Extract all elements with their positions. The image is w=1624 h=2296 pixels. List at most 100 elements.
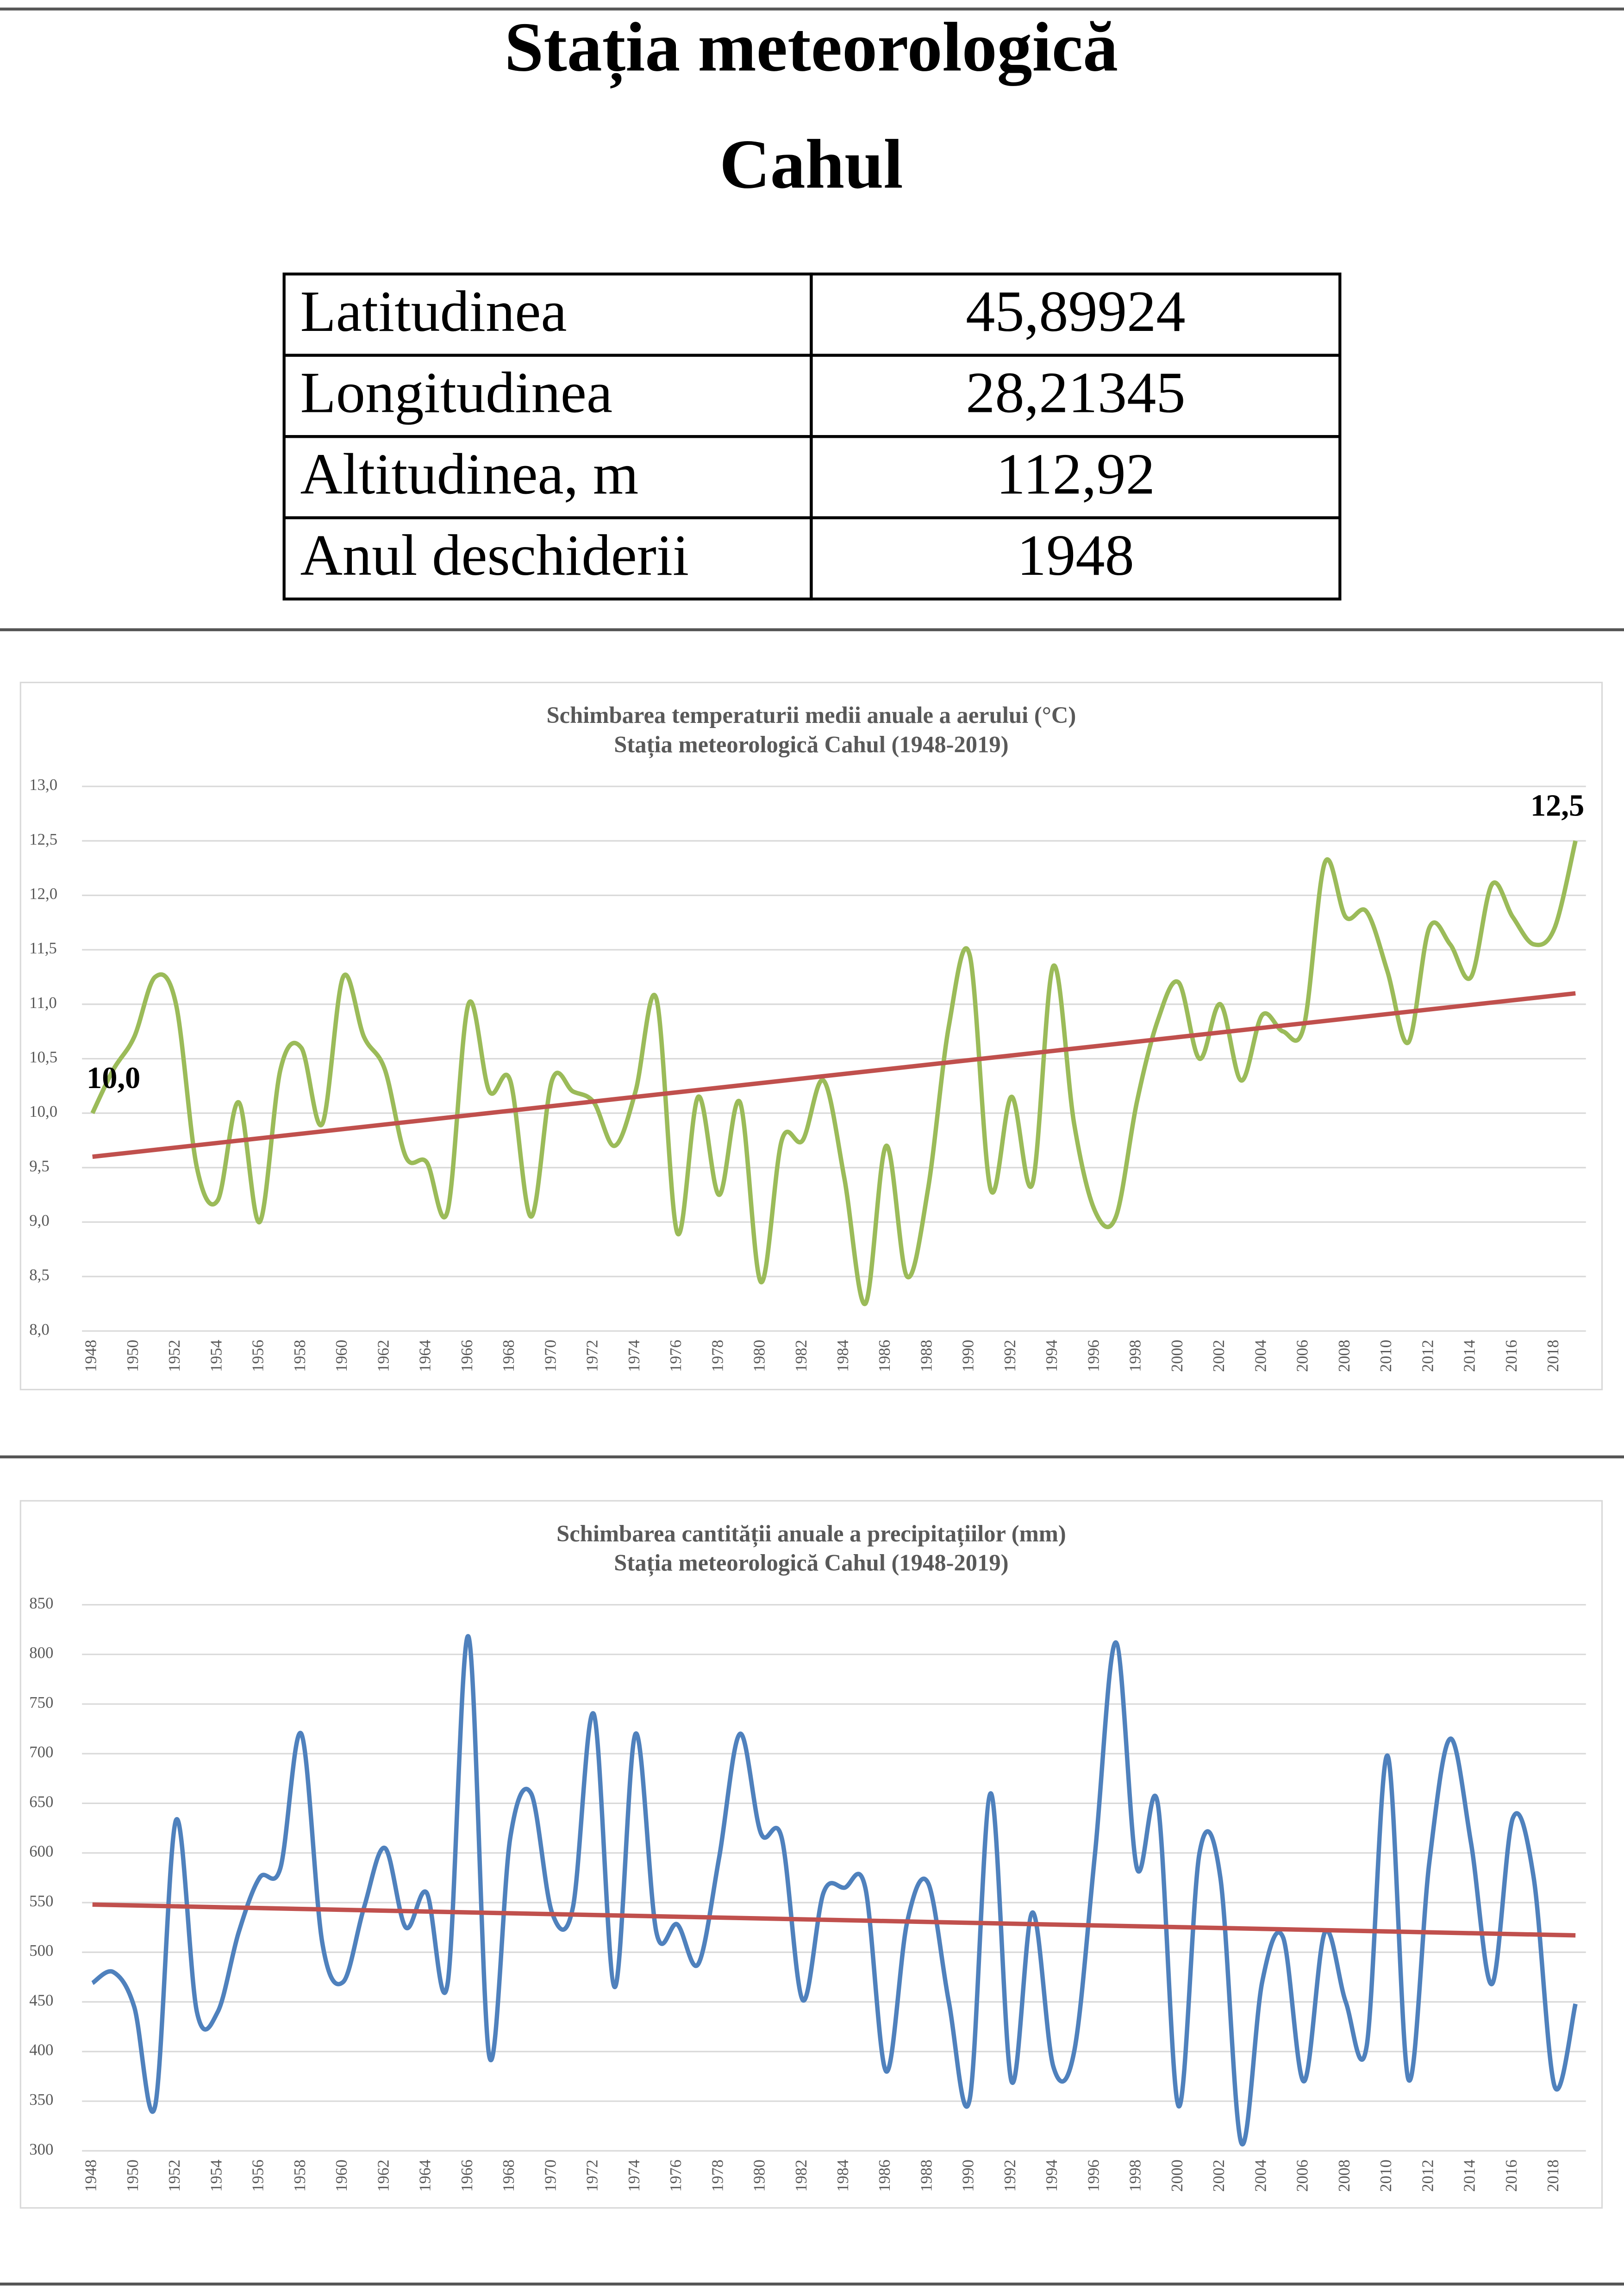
x-tick-label: 1956 [249, 1340, 267, 1372]
x-tick-label: 2002 [1210, 1340, 1228, 1372]
x-tick-label: 1982 [792, 1340, 810, 1372]
x-tick-label: 1990 [959, 2159, 977, 2192]
x-tick-label: 1974 [625, 2159, 643, 2192]
info-table: Latitudinea 45,89924 Longitudinea 28,21345 A… [282, 272, 1342, 601]
x-tick-label: 1986 [875, 1340, 893, 1372]
x-tick-label: 2014 [1461, 1340, 1479, 1372]
chart-subtitle: Stația meteorologică Cahul (1948-2019) [614, 731, 1008, 759]
x-tick-label: 1952 [165, 2159, 183, 2192]
x-tick-label: 1980 [750, 2159, 768, 2192]
x-tick-label: 2004 [1251, 1340, 1269, 1372]
x-tick-label: 1988 [917, 2159, 935, 2192]
x-tick-label: 2016 [1502, 2159, 1520, 2192]
y-tick-label: 650 [29, 1792, 53, 1811]
x-tick-label: 1994 [1043, 2159, 1061, 2192]
row-label: Longitudinea [300, 361, 612, 425]
y-tick-label: 500 [29, 1941, 53, 1960]
row-label: Altitudinea, m [300, 442, 638, 506]
x-tick-label: 2008 [1335, 2159, 1353, 2192]
data-line [91, 1634, 1578, 2147]
x-tick-label: 1968 [500, 2159, 518, 2192]
x-tick-label: 2018 [1544, 1340, 1562, 1372]
row-value: 45,89924 [966, 279, 1185, 344]
x-tick-label: 1984 [834, 2159, 852, 2192]
x-tick-label: 1992 [1001, 2159, 1019, 2192]
y-tick-label: 700 [29, 1743, 53, 1761]
x-tick-label: 2000 [1168, 2159, 1186, 2192]
data-line [90, 840, 1578, 1306]
x-tick-label: 1958 [291, 2159, 309, 2192]
row-value: 112,92 [996, 442, 1155, 506]
x-tick-label: 1996 [1084, 2159, 1102, 2192]
x-tick-label: 1970 [541, 2159, 559, 2192]
x-tick-label: 1968 [500, 1340, 518, 1372]
value-label: 10,0 [87, 1061, 140, 1095]
x-tick-label: 1980 [750, 1340, 768, 1372]
x-tick-label: 1950 [124, 2159, 142, 2192]
x-tick-label: 1972 [583, 2159, 601, 2192]
station-name: Cahul [719, 125, 903, 203]
y-tick-label: 13,0 [29, 776, 57, 794]
x-tick-label: 2010 [1377, 1340, 1395, 1372]
chart-title: Schimbarea temperaturii medii anuale a a… [546, 702, 1076, 728]
x-tick-label: 1974 [625, 1340, 643, 1372]
x-tick-label: 1972 [583, 1340, 601, 1372]
x-tick-label: 1998 [1126, 2159, 1144, 2192]
table-cell [810, 516, 1342, 601]
x-tick-label: 1990 [959, 1340, 977, 1372]
x-tick-label: 1992 [1001, 1340, 1019, 1372]
x-tick-label: 1954 [207, 1340, 225, 1372]
y-tick-label: 11,0 [29, 994, 57, 1012]
x-tick-label: 2000 [1168, 1340, 1186, 1372]
x-tick-label: 1954 [207, 2159, 225, 2192]
y-tick-label: 400 [29, 2041, 53, 2059]
station-title: Stația meteorologică [505, 8, 1118, 89]
y-tick-label: 750 [29, 1693, 53, 1711]
x-tick-label: 1952 [165, 1340, 183, 1372]
x-tick-label: 1998 [1126, 1340, 1144, 1372]
y-tick-label: 10,5 [29, 1048, 57, 1066]
chart-frame [19, 1500, 1603, 2209]
x-tick-label: 2016 [1502, 1340, 1520, 1372]
x-tick-label: 1982 [792, 2159, 810, 2192]
x-tick-label: 1962 [374, 1340, 392, 1372]
x-tick-label: 2002 [1210, 2159, 1228, 2192]
x-tick-label: 1988 [917, 1340, 935, 1372]
trend-line [92, 991, 1576, 1159]
x-tick-label: 2006 [1293, 1340, 1312, 1372]
row-label: Anul deschiderii [300, 523, 689, 588]
x-tick-label: 2014 [1461, 2159, 1479, 2192]
y-tick-label: 12,0 [29, 885, 57, 903]
y-tick-label: 10,0 [29, 1102, 57, 1120]
x-tick-label: 2018 [1544, 2159, 1562, 2192]
y-tick-label: 9,0 [29, 1212, 49, 1230]
chart-subtitle: Stația meteorologică Cahul (1948-2019) [614, 1550, 1008, 1577]
x-tick-label: 1976 [667, 1340, 685, 1372]
x-tick-label: 2008 [1335, 1340, 1353, 1372]
x-tick-label: 1976 [667, 2159, 685, 2192]
x-tick-label: 1978 [708, 1340, 726, 1372]
x-tick-label: 1960 [332, 1340, 350, 1372]
x-tick-label: 1984 [834, 1340, 852, 1372]
row-value: 1948 [1017, 523, 1134, 588]
y-tick-label: 9,5 [29, 1157, 49, 1175]
x-tick-label: 1948 [82, 2159, 100, 2192]
trend-line [92, 1902, 1576, 1938]
x-tick-label: 1950 [124, 1340, 142, 1372]
y-tick-label: 550 [29, 1892, 53, 1910]
y-tick-label: 800 [29, 1644, 53, 1662]
x-tick-label: 2004 [1251, 2159, 1269, 2192]
y-tick-label: 11,5 [29, 939, 57, 957]
x-tick-label: 1956 [249, 2159, 267, 2192]
y-tick-label: 850 [29, 1594, 53, 1612]
x-tick-label: 2010 [1377, 2159, 1395, 2192]
x-tick-label: 2006 [1293, 2159, 1312, 2192]
value-label: 12,5 [1530, 789, 1584, 823]
y-tick-label: 300 [29, 2140, 53, 2158]
x-tick-label: 1960 [332, 2159, 350, 2192]
x-tick-label: 1966 [458, 1340, 476, 1372]
y-tick-label: 350 [29, 2091, 53, 2109]
x-tick-label: 2012 [1418, 2159, 1437, 2192]
x-tick-label: 1978 [708, 2159, 726, 2192]
